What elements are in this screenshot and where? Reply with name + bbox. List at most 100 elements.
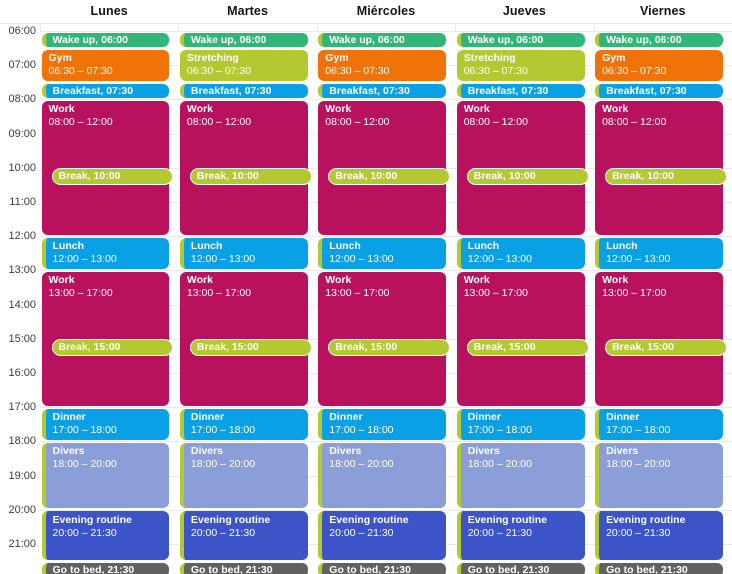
event-chip-divers[interactable]: Divers 18:00 – 20:00 bbox=[179, 442, 308, 509]
time-label: 19:00 bbox=[8, 469, 36, 482]
event-chip-go-to-bed[interactable]: Go to bed, 21:30 bbox=[456, 562, 585, 574]
event-time-range: 06:30 – 07:30 bbox=[48, 65, 113, 78]
event-title: Break, 10:00 bbox=[196, 170, 259, 183]
event-chip-go-to-bed[interactable]: Go to bed, 21:30 bbox=[318, 562, 447, 574]
time-label: 18:00 bbox=[8, 435, 36, 448]
event-chip-breakfast[interactable]: Breakfast, 07:30 bbox=[595, 83, 723, 98]
event-title: Work bbox=[602, 103, 629, 116]
event-chip-go-to-bed[interactable]: Go to bed, 21:30 bbox=[595, 562, 723, 574]
day-column-header-viernes[interactable]: Viernes bbox=[639, 4, 686, 18]
event-chip-work-afternoon[interactable]: Work 13:00 – 17:00 bbox=[41, 271, 170, 406]
event-pill-break-morning[interactable]: Break, 10:00 bbox=[51, 168, 174, 185]
event-title: Break, 15:00 bbox=[335, 341, 398, 354]
event-chip-wake-up[interactable]: Wake up, 06:00 bbox=[318, 32, 447, 47]
time-label: 15:00 bbox=[8, 332, 36, 345]
event-chip-work-morning[interactable]: Work 08:00 – 12:00 bbox=[41, 100, 170, 235]
event-title: Wake up, 06:00 bbox=[606, 34, 682, 46]
event-chip-stretching[interactable]: Stretching 06:30 – 07:30 bbox=[456, 49, 585, 81]
event-pill-break-afternoon[interactable]: Break, 15:00 bbox=[605, 339, 727, 356]
event-chip-dinner[interactable]: Dinner 17:00 – 18:00 bbox=[179, 408, 308, 440]
event-pill-break-morning[interactable]: Break, 10:00 bbox=[466, 168, 589, 185]
event-title: Break, 15:00 bbox=[196, 341, 259, 354]
event-time-range: 20:00 – 21:30 bbox=[606, 526, 671, 539]
event-title: Gym bbox=[602, 52, 626, 65]
day-column-header-jueves[interactable]: Jueves bbox=[502, 4, 546, 18]
event-title: Break, 10:00 bbox=[335, 170, 398, 183]
event-pill-break-afternoon[interactable]: Break, 15:00 bbox=[328, 339, 451, 356]
event-chip-work-afternoon[interactable]: Work 13:00 – 17:00 bbox=[179, 271, 308, 406]
event-pill-break-morning[interactable]: Break, 10:00 bbox=[189, 168, 312, 185]
event-chip-breakfast[interactable]: Breakfast, 07:30 bbox=[41, 83, 170, 98]
event-pill-break-morning[interactable]: Break, 10:00 bbox=[605, 168, 727, 185]
time-label: 12:00 bbox=[8, 230, 36, 243]
event-chip-lunch[interactable]: Lunch 12:00 – 13:00 bbox=[318, 237, 447, 269]
event-chip-lunch[interactable]: Lunch 12:00 – 13:00 bbox=[456, 237, 585, 269]
event-title: Work bbox=[186, 274, 213, 287]
event-chip-dinner[interactable]: Dinner 17:00 – 18:00 bbox=[456, 408, 585, 440]
event-chip-work-morning[interactable]: Work 08:00 – 12:00 bbox=[179, 100, 308, 235]
day-column-header-martes[interactable]: Martes bbox=[227, 4, 269, 18]
event-chip-evening-routine[interactable]: Evening routine 20:00 – 21:30 bbox=[41, 511, 170, 560]
event-title: Work bbox=[48, 103, 75, 116]
event-time-range: 18:00 – 20:00 bbox=[467, 458, 532, 471]
event-chip-lunch[interactable]: Lunch 12:00 – 13:00 bbox=[41, 237, 170, 269]
event-time-range: 17:00 – 18:00 bbox=[467, 424, 532, 437]
hour-gridline bbox=[40, 441, 732, 443]
event-chip-evening-routine[interactable]: Evening routine 20:00 – 21:30 bbox=[318, 511, 447, 560]
event-chip-gym[interactable]: Gym 06:30 – 07:30 bbox=[318, 49, 447, 81]
time-label: 16:00 bbox=[8, 367, 36, 379]
event-chip-evening-routine[interactable]: Evening routine 20:00 – 21:30 bbox=[456, 511, 585, 560]
event-title: Work bbox=[325, 274, 352, 287]
event-chip-gym[interactable]: Gym 06:30 – 07:30 bbox=[595, 49, 723, 81]
event-time-range: 08:00 – 12:00 bbox=[48, 116, 113, 129]
day-column-header-lunes[interactable]: Lunes bbox=[90, 4, 128, 18]
event-chip-breakfast[interactable]: Breakfast, 07:30 bbox=[318, 83, 447, 98]
column-tick bbox=[593, 23, 595, 31]
event-title: Evening routine bbox=[606, 513, 686, 526]
event-pill-break-afternoon[interactable]: Break, 15:00 bbox=[189, 339, 312, 356]
event-chip-evening-routine[interactable]: Evening routine 20:00 – 21:30 bbox=[179, 511, 308, 560]
day-column-header-miercoles[interactable]: Miércoles bbox=[356, 4, 416, 18]
event-chip-work-afternoon[interactable]: Work 13:00 – 17:00 bbox=[318, 271, 447, 406]
event-title: Stretching bbox=[186, 52, 239, 65]
event-title: Work bbox=[186, 103, 213, 116]
event-chip-wake-up[interactable]: Wake up, 06:00 bbox=[456, 32, 585, 47]
event-chip-breakfast[interactable]: Breakfast, 07:30 bbox=[179, 83, 308, 98]
event-title: Work bbox=[463, 274, 490, 287]
event-chip-stretching[interactable]: Stretching 06:30 – 07:30 bbox=[179, 49, 308, 81]
event-pill-break-morning[interactable]: Break, 10:00 bbox=[328, 168, 451, 185]
time-label: 10:00 bbox=[8, 161, 36, 174]
event-chip-work-afternoon[interactable]: Work 13:00 – 17:00 bbox=[456, 271, 585, 406]
event-chip-wake-up[interactable]: Wake up, 06:00 bbox=[179, 32, 308, 47]
event-chip-divers[interactable]: Divers 18:00 – 20:00 bbox=[41, 442, 170, 509]
event-chip-work-morning[interactable]: Work 08:00 – 12:00 bbox=[318, 100, 447, 235]
event-title: Gym bbox=[48, 52, 72, 65]
event-chip-evening-routine[interactable]: Evening routine 20:00 – 21:30 bbox=[595, 511, 723, 560]
event-pill-break-afternoon[interactable]: Break, 15:00 bbox=[51, 339, 174, 356]
event-title: Work bbox=[602, 274, 629, 287]
event-time-range: 12:00 – 13:00 bbox=[52, 253, 117, 266]
event-title: Breakfast, 07:30 bbox=[329, 85, 410, 98]
event-chip-lunch[interactable]: Lunch 12:00 – 13:00 bbox=[595, 237, 723, 269]
time-label: 13:00 bbox=[8, 264, 36, 277]
event-chip-dinner[interactable]: Dinner 17:00 – 18:00 bbox=[595, 408, 723, 440]
event-chip-divers[interactable]: Divers 18:00 – 20:00 bbox=[318, 442, 447, 509]
event-chip-work-afternoon[interactable]: Work 13:00 – 17:00 bbox=[595, 271, 723, 406]
event-time-range: 12:00 – 13:00 bbox=[606, 253, 671, 266]
event-chip-breakfast[interactable]: Breakfast, 07:30 bbox=[456, 83, 585, 98]
event-title: Break, 10:00 bbox=[58, 170, 121, 183]
event-chip-divers[interactable]: Divers 18:00 – 20:00 bbox=[595, 442, 723, 509]
event-chip-wake-up[interactable]: Wake up, 06:00 bbox=[595, 32, 723, 47]
event-chip-dinner[interactable]: Dinner 17:00 – 18:00 bbox=[318, 408, 447, 440]
event-chip-work-morning[interactable]: Work 08:00 – 12:00 bbox=[456, 100, 585, 235]
event-pill-break-afternoon[interactable]: Break, 15:00 bbox=[466, 339, 589, 356]
event-chip-lunch[interactable]: Lunch 12:00 – 13:00 bbox=[179, 237, 308, 269]
event-chip-dinner[interactable]: Dinner 17:00 – 18:00 bbox=[41, 408, 170, 440]
event-chip-go-to-bed[interactable]: Go to bed, 21:30 bbox=[179, 562, 308, 574]
event-chip-wake-up[interactable]: Wake up, 06:00 bbox=[41, 32, 170, 47]
event-chip-divers[interactable]: Divers 18:00 – 20:00 bbox=[456, 442, 585, 509]
event-chip-go-to-bed[interactable]: Go to bed, 21:30 bbox=[41, 562, 170, 574]
event-chip-gym[interactable]: Gym 06:30 – 07:30 bbox=[41, 49, 170, 81]
event-title: Wake up, 06:00 bbox=[329, 34, 405, 46]
event-chip-work-morning[interactable]: Work 08:00 – 12:00 bbox=[595, 100, 723, 235]
